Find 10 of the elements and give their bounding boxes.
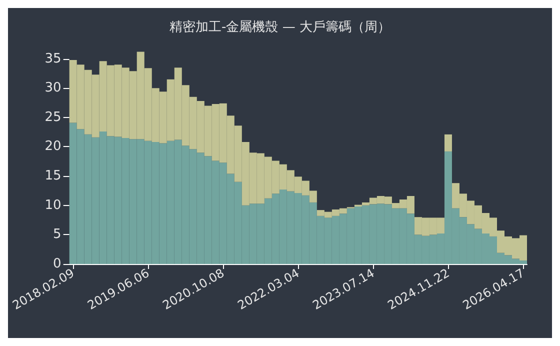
y-tick-label: 35: [44, 51, 62, 66]
y-tick-label: 5: [53, 227, 62, 242]
y-tick-label: 10: [44, 198, 62, 213]
y-tick-label: 25: [44, 110, 62, 125]
y-tick-label: 30: [44, 80, 62, 96]
chart-title: 精密加工-金屬機殼 — 大戶籌碼（周）: [170, 20, 390, 35]
bar: [444, 134, 452, 152]
y-tick-label: 20: [44, 139, 62, 154]
y-tick-label: 15: [44, 168, 62, 184]
y-tick-label: 0: [53, 256, 62, 272]
